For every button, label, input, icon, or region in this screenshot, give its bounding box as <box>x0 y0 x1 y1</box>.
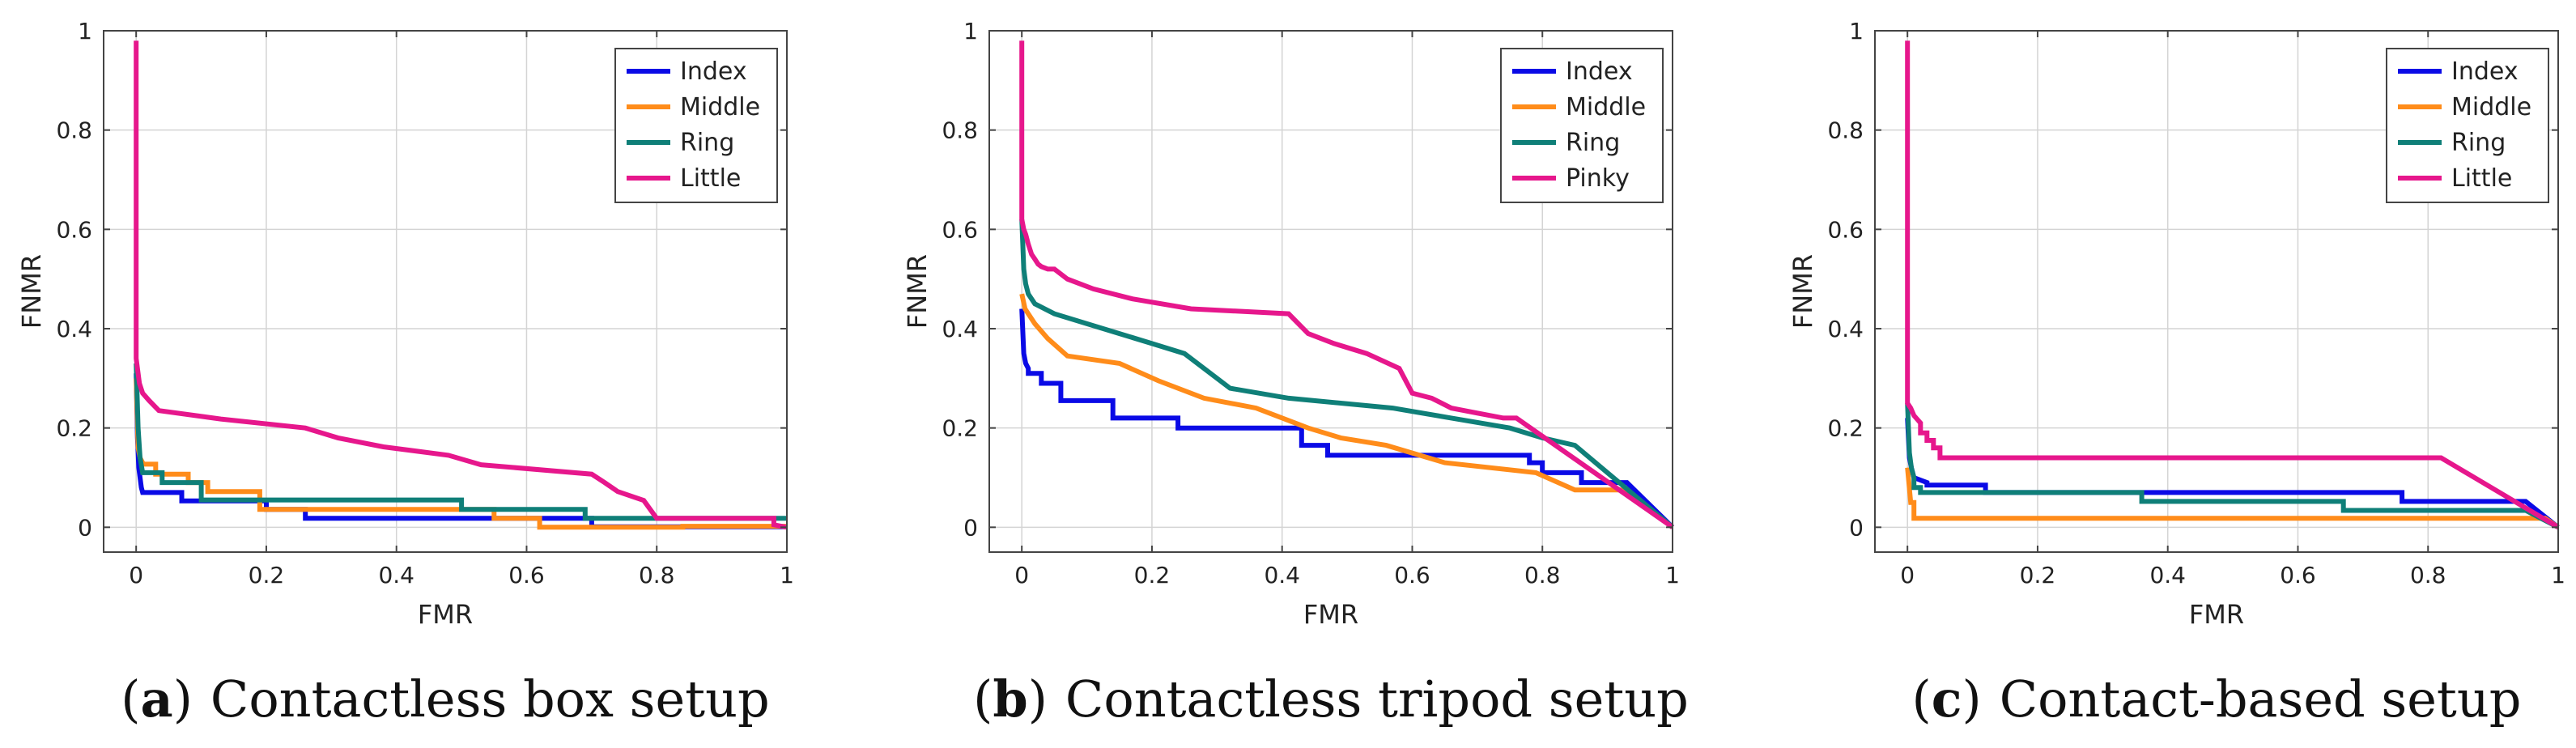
x-tick-label: 0.4 <box>2149 562 2186 589</box>
series-line-index <box>134 373 787 529</box>
y-tick-label: 1 <box>963 18 978 45</box>
y-axis-label: FNMR <box>1787 254 1818 329</box>
y-tick-label: 0.6 <box>942 216 978 243</box>
y-tick-label: 0.4 <box>56 316 92 342</box>
chart-b: 0 0.2 0.4 0.6 0.8 1 0 0.2 0.4 0.6 0.8 1 FMR FNMR Index… <box>902 18 1680 630</box>
y-tick-label: 0.4 <box>942 316 978 342</box>
x-tick-label: 0.6 <box>508 562 545 589</box>
x-tick-label: 1 <box>780 562 794 589</box>
x-tick-label: 0.2 <box>1134 562 1171 589</box>
series-line-middle <box>1019 293 1674 529</box>
caption-paren-close: ) <box>1962 669 1982 729</box>
caption-paren-open: ( <box>1912 669 1932 729</box>
caption-paren-close: ) <box>1028 669 1048 729</box>
series-line-ring <box>1905 402 2560 529</box>
x-tick-label: 0.8 <box>639 562 675 589</box>
caption-letter: a <box>141 669 173 729</box>
legend: Index Middle Ring Little <box>2386 48 2549 203</box>
y-axis-label: FNMR <box>902 254 933 329</box>
y-tick-label: 0.8 <box>56 117 92 144</box>
axes-frame <box>1874 30 2559 553</box>
legend-label-little: Little <box>680 164 741 193</box>
x-tick-label: 0.2 <box>249 562 285 589</box>
y-axis-label: FNMR <box>16 254 47 329</box>
y-tick-label: 0.4 <box>1827 316 1864 342</box>
legend-label-ring: Ring <box>2451 129 2506 157</box>
legend-label-pinky: Pinky <box>1566 164 1630 193</box>
series-line-pinky <box>1019 40 1674 529</box>
legend: Index Middle Ring Little <box>614 48 778 203</box>
x-axis-label: FMR <box>2189 599 2244 630</box>
x-tick-label: 0.8 <box>1524 562 1561 589</box>
caption-paren-open: ( <box>973 669 993 729</box>
x-tick-label: 0.4 <box>1264 562 1300 589</box>
legend-label-middle: Middle <box>1566 93 1646 121</box>
x-tick-label: 0.2 <box>2020 562 2056 589</box>
y-tick-label: 1 <box>1849 18 1864 45</box>
chart-c: 0 0.2 0.4 0.6 0.8 1 0 0.2 0.4 0.6 0.8 1 FMR FNMR Index… <box>1787 18 2565 630</box>
caption-letter: c <box>1932 669 1962 729</box>
series-line-little <box>134 40 788 530</box>
y-tick-label: 0.8 <box>1827 117 1864 144</box>
legend-label-ring: Ring <box>1566 129 1620 157</box>
x-axis-label: FMR <box>1303 599 1358 630</box>
y-tick-label: 0.6 <box>1827 216 1864 243</box>
legend: Index Middle Ring Pinky <box>1500 48 1664 203</box>
y-tick-label: 0.2 <box>942 415 978 442</box>
y-tick-label: 0 <box>78 514 92 541</box>
caption-text: Contactless tripod setup <box>1065 669 1689 729</box>
series-line-ring <box>1019 219 1674 529</box>
caption-text: Contact-based setup <box>2000 669 2522 729</box>
x-tick-label: 0.6 <box>2280 562 2316 589</box>
caption-text: Contactless box setup <box>210 669 770 729</box>
x-tick-label: 1 <box>2551 562 2565 589</box>
x-tick-label: 0.8 <box>2410 562 2446 589</box>
x-tick-label: 1 <box>1665 562 1680 589</box>
legend-label-index: Index <box>2451 57 2519 86</box>
y-tick-label: 0.2 <box>1827 415 1864 442</box>
legend-label-little: Little <box>2451 164 2512 193</box>
x-tick-label: 0.4 <box>378 562 414 589</box>
chart-a: 0 0.2 0.4 0.6 0.8 1 0 0.2 0.4 0.6 0.8 1 FMR FNMR Index… <box>16 18 794 630</box>
legend-label-middle: Middle <box>680 93 760 121</box>
y-tick-label: 0.8 <box>942 117 978 144</box>
series-line-little <box>1905 40 2560 529</box>
y-tick-label: 1 <box>78 18 92 45</box>
caption-paren-open: ( <box>121 669 140 729</box>
legend-label-index: Index <box>1566 57 1633 86</box>
subfigure-caption: (a) Contactless box setup <box>121 669 769 729</box>
series-line-middle <box>1905 467 2560 529</box>
axes-frame <box>103 30 788 553</box>
legend-label-ring: Ring <box>680 129 734 157</box>
series-line-ring <box>134 363 787 521</box>
axes-frame <box>988 30 1673 553</box>
x-tick-label: 0.6 <box>1394 562 1430 589</box>
y-tick-label: 0 <box>1849 514 1864 541</box>
y-tick-label: 0 <box>963 514 978 541</box>
x-tick-label: 0 <box>1014 562 1029 589</box>
x-tick-label: 0 <box>1900 562 1915 589</box>
y-tick-label: 0.2 <box>56 415 92 442</box>
subfigure-caption: (b) Contactless tripod setup <box>973 669 1689 729</box>
x-axis-label: FMR <box>418 599 473 630</box>
legend-label-middle: Middle <box>2451 93 2531 121</box>
caption-letter: b <box>993 669 1027 729</box>
caption-paren-close: ) <box>173 669 193 729</box>
legend-label-index: Index <box>680 57 747 86</box>
x-tick-label: 0 <box>129 562 143 589</box>
series-line-index <box>1019 308 1675 529</box>
subfigure-caption: (c) Contact-based setup <box>1912 669 2522 729</box>
y-tick-label: 0.6 <box>56 216 92 243</box>
